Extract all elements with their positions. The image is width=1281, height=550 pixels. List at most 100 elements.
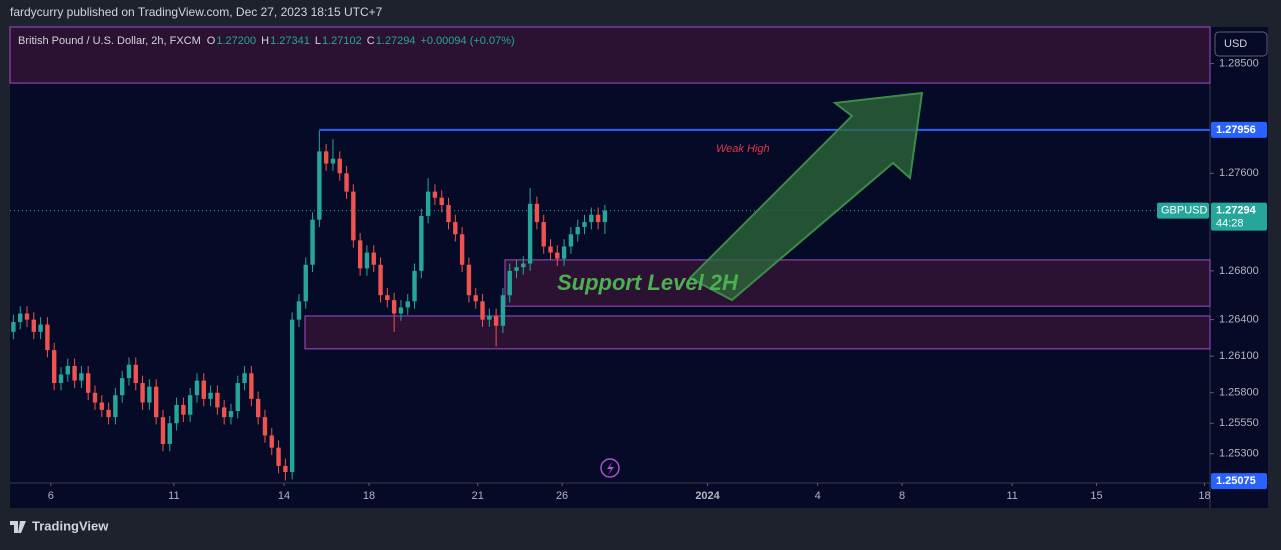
event-icon[interactable] (600, 458, 620, 478)
y-tick-label: 1.26800 (1219, 265, 1259, 277)
candle-body (561, 246, 567, 259)
weak-high-label: Weak High (716, 143, 770, 155)
event-icon-bolt (607, 462, 614, 475)
zone (304, 315, 1211, 350)
candle-body (249, 373, 254, 399)
candle-body (582, 222, 587, 227)
candle-body (568, 234, 574, 247)
brand: TradingView (32, 518, 109, 533)
time-axis (10, 483, 1268, 508)
candle-body (153, 386, 159, 418)
candle-body (11, 322, 16, 332)
y-tick-label: 1.25550 (1219, 417, 1259, 429)
candle-body (181, 404, 186, 415)
price-label-box (1211, 202, 1267, 231)
candle-body (140, 383, 145, 403)
x-tick-label: 11 (1006, 490, 1017, 502)
price-label: 1.27956 (1216, 124, 1256, 136)
candle-body (425, 191, 431, 216)
candle-body (242, 373, 247, 384)
candle-body (303, 264, 308, 302)
candle-body (575, 226, 580, 235)
plot-area (10, 27, 1210, 483)
countdown: 44:28 (1216, 218, 1244, 230)
y-tick-label: 1.28500 (1219, 57, 1259, 69)
y-tick-label: 1.26100 (1219, 350, 1259, 362)
candle-body (296, 301, 302, 320)
candle-body (133, 364, 138, 384)
candle-body (289, 319, 295, 473)
candle-body (92, 392, 98, 403)
candle-body (364, 252, 370, 269)
candle-body (106, 409, 111, 418)
candle-body (521, 263, 526, 268)
candle-body (208, 392, 213, 399)
candle-body (480, 301, 485, 320)
candle-body (174, 404, 179, 424)
candle-body (602, 210, 608, 223)
candle-body (99, 402, 104, 410)
candle-body (38, 324, 43, 332)
candle-body (79, 373, 84, 381)
x-tick-label: 18 (1198, 490, 1210, 502)
candle-body (235, 383, 240, 412)
y-tick-label: 1.26400 (1219, 314, 1259, 326)
candle-body (330, 158, 336, 164)
candle-body (58, 374, 64, 384)
candle-body (85, 373, 91, 393)
zone (504, 259, 1211, 307)
publisher: fardycurry published on TradingView.com,… (10, 5, 383, 19)
candle-body (391, 300, 397, 314)
candle-body (31, 319, 36, 332)
candle-body (514, 267, 519, 271)
candle-body (589, 214, 594, 223)
candle-body (194, 380, 200, 396)
currency: USD (1224, 38, 1247, 50)
candle-body (398, 307, 404, 314)
candle-body (262, 417, 268, 436)
legend-key: H (261, 35, 269, 47)
candle-body (527, 203, 533, 264)
legend-key: C (367, 35, 375, 47)
y-tick-label: 1.25300 (1219, 448, 1259, 460)
candle-body (187, 395, 193, 415)
x-tick-label: 11 (168, 490, 179, 502)
candle-body (255, 398, 261, 418)
candle-body (317, 151, 322, 220)
price-axis (1210, 27, 1268, 483)
candle-body (337, 158, 342, 174)
x-tick-label: 21 (472, 490, 484, 502)
price-label: 1.27294 (1216, 205, 1257, 217)
candle-body (541, 222, 546, 247)
candle-body (378, 264, 383, 296)
candle-body (385, 295, 390, 301)
y-tick-label: 1.25800 (1219, 387, 1259, 399)
candle-body (215, 392, 220, 408)
candle-body (24, 313, 30, 320)
candle-body (357, 240, 363, 269)
legend-value: 1.27200 (216, 35, 256, 47)
price-label-box (1211, 121, 1267, 138)
candle-body (167, 423, 172, 444)
arrow (688, 91, 924, 302)
x-tick-label: 26 (556, 490, 568, 502)
candle-body (228, 411, 234, 418)
candle-body (45, 324, 50, 351)
currency-button[interactable] (1214, 31, 1268, 57)
candle-body (419, 215, 424, 271)
candle-body (147, 386, 152, 403)
symbol-tag: GBPUSD (1161, 205, 1208, 217)
candle-body (344, 173, 349, 192)
candle-body (459, 234, 465, 265)
candle-body (500, 295, 506, 326)
candle-body (507, 270, 512, 296)
x-tick-label: 8 (899, 490, 905, 502)
candle-body (534, 203, 540, 223)
candle-body (595, 214, 601, 223)
candle-body (201, 380, 206, 399)
candle-body (473, 295, 478, 302)
x-tick-label: 15 (1090, 490, 1102, 502)
candle-body (351, 191, 356, 241)
candle-body (283, 465, 288, 473)
